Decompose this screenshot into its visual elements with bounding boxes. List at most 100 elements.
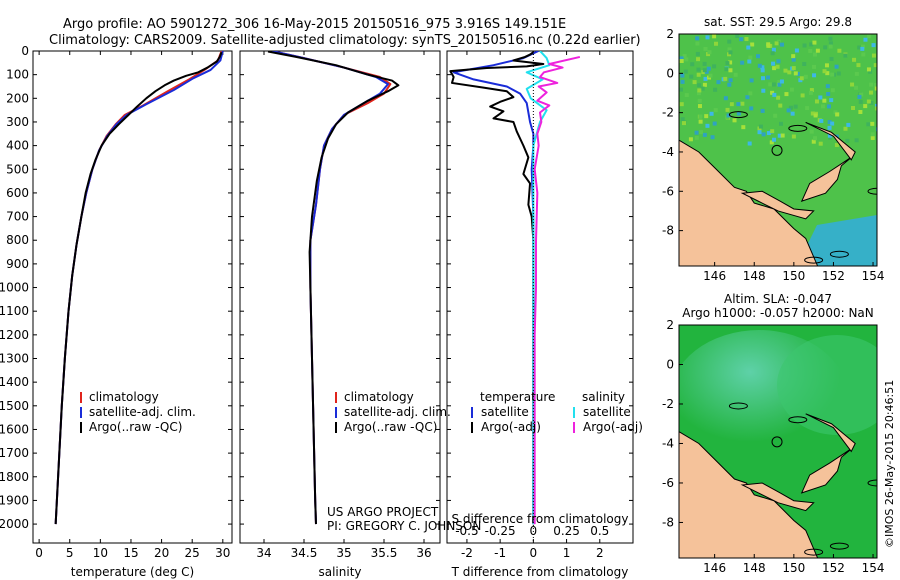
sst-pixel <box>772 66 777 71</box>
sst-pixel <box>809 129 814 134</box>
sst-pixel <box>708 73 713 78</box>
salinity-panel: 34 34.5 35 35.5 36 salinity climatologysatelli… <box>239 50 451 579</box>
sst-pixel <box>702 61 707 66</box>
sst-pixel <box>725 107 730 112</box>
island-outline <box>728 111 748 119</box>
sst-pixel <box>858 109 863 114</box>
land-huon-peninsula <box>740 190 815 220</box>
sst-pixel <box>696 91 701 96</box>
sst-pixel <box>712 121 717 126</box>
sst-pixel <box>827 133 832 138</box>
series-group <box>267 51 400 525</box>
sst-pixel <box>735 34 740 39</box>
sst-pixel <box>780 133 785 138</box>
x-tick-label: 154 <box>862 561 885 575</box>
sst-pixel <box>833 110 838 115</box>
sst-pixel <box>696 72 701 77</box>
sst-pixel <box>761 88 766 93</box>
x-tick-label: 35.5 <box>371 546 398 560</box>
map-frame <box>678 324 878 559</box>
sst-pixel <box>702 68 707 73</box>
sst-pixel <box>705 35 710 40</box>
sst-pixel <box>812 40 817 45</box>
sst-pixel <box>684 93 689 98</box>
sst-pixel <box>860 44 865 49</box>
sst-pixel <box>791 54 796 59</box>
sst-pixel <box>835 112 840 117</box>
sst-pixel <box>836 71 841 76</box>
sst-pixel <box>818 141 823 146</box>
y-tick-label: 2 <box>666 318 674 332</box>
island-outline <box>829 250 849 258</box>
sst-pixel <box>714 41 719 46</box>
sst-pixel <box>808 48 813 53</box>
sst-pixel <box>822 69 827 74</box>
sst-pixel <box>837 48 842 53</box>
sst-pixel <box>760 65 765 70</box>
x-tick-label: 0 <box>530 546 538 560</box>
sst-pixel <box>812 73 817 78</box>
sst-map: 146 148 150 152 154 -8 -6 -4 -2 0 2 sat. SST: 29.5 … <box>662 15 884 283</box>
y-tick-label: 900 <box>6 257 29 271</box>
land-new-guinea <box>679 431 819 558</box>
y-tick-label: -8 <box>662 515 674 529</box>
sst-pixel <box>712 34 717 39</box>
sst-pixel <box>828 44 833 49</box>
imos-stamp: ©IMOS 26-May-2015 20:46:51 <box>883 380 896 548</box>
sst-pixel <box>843 53 848 58</box>
x-tick-label: 2 <box>596 546 604 560</box>
x-axis-label: temperature (deg C) <box>71 565 194 579</box>
legend-label: satellite <box>583 405 631 419</box>
sst-pixel <box>829 56 834 61</box>
sst-pixel <box>732 118 737 123</box>
sst-pixel <box>777 133 782 138</box>
project-pi: PI: GREGORY C. JOHNSON <box>327 519 481 533</box>
sst-pixel <box>702 132 707 137</box>
sst-pixel <box>683 69 688 74</box>
x-tick-label-salinity: 0 <box>530 524 538 538</box>
sst-pixel <box>875 127 877 132</box>
sst-pixel <box>857 94 862 99</box>
x-tick-label: 152 <box>822 561 845 575</box>
series-line-satellite-adj-clim- <box>271 51 389 525</box>
sst-pixel <box>728 60 733 65</box>
y-tick-label: 400 <box>6 139 29 153</box>
sst-pixel <box>794 48 799 53</box>
x-tick-label: 152 <box>822 269 845 283</box>
sst-pixel <box>846 122 851 127</box>
sst-pixel <box>690 62 695 67</box>
sst-pixel <box>791 134 796 139</box>
header-subtitle: Climatology: CARS2009. Satellite-adjuste… <box>49 33 641 48</box>
sst-pixel <box>869 101 874 106</box>
y-tick-label: -8 <box>662 224 674 238</box>
legend-label: satellite <box>481 405 529 419</box>
x-tick-label: 30 <box>215 546 230 560</box>
sst-pixel <box>723 76 728 81</box>
sst-pixel <box>706 66 711 71</box>
sst-pixel <box>790 111 795 116</box>
sst-pixel <box>736 102 741 107</box>
sst-pixel <box>868 90 873 95</box>
sst-pixel <box>805 106 810 111</box>
y-tick-label: 1100 <box>0 304 29 318</box>
sst-pixel <box>697 88 702 93</box>
sst-pixel <box>766 75 771 80</box>
x-tick-label: 150 <box>782 269 805 283</box>
sst-pixel <box>828 135 833 140</box>
sst-pixel <box>748 55 753 60</box>
sst-pixel <box>766 131 771 136</box>
sst-pixel <box>854 71 859 76</box>
sst-pixel <box>745 95 750 100</box>
sst-pixel <box>704 69 709 74</box>
island-outline <box>804 548 824 556</box>
sst-pixel <box>857 45 862 50</box>
sst-pixel <box>724 67 729 72</box>
sst-pixel <box>707 50 712 55</box>
sst-pixel <box>727 82 732 87</box>
land-new-guinea <box>679 139 819 266</box>
x-tick-label: 20 <box>154 546 169 560</box>
sst-pixel <box>679 87 684 92</box>
x-tick-label: 146 <box>703 561 726 575</box>
